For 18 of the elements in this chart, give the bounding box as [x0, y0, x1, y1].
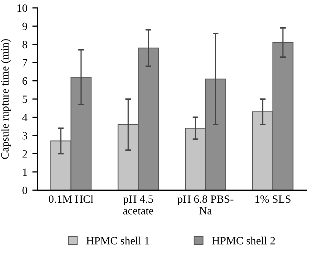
- y-tick-label: 7: [23, 59, 28, 67]
- y-tick-label: 5: [22, 96, 28, 104]
- legend-label: HPMC shell 1: [86, 236, 150, 245]
- y-tick-label: 3: [22, 132, 28, 140]
- y-tick-label: 1: [23, 168, 28, 176]
- y-tick-label: 8: [22, 41, 28, 49]
- x-tick-label: 0.1M HCl: [49, 195, 94, 204]
- y-tick-label: 2: [22, 150, 28, 158]
- y-tick-label: 0: [22, 186, 28, 194]
- y-tick-label: 10: [18, 4, 28, 12]
- x-tick-label: pH 4.5 acetate: [123, 196, 154, 215]
- y-axis-title: Capsule rupture time (min): [1, 39, 12, 160]
- y-tick-label: 6: [22, 78, 28, 86]
- x-tick-label: pH 6.8 PBS- Na: [178, 196, 234, 215]
- y-tick-label: 4: [22, 114, 28, 122]
- x-tick-label: 1% SLS: [256, 196, 291, 204]
- y-tick-label: 9: [22, 22, 28, 30]
- legend-label: HPMC shell 2: [212, 236, 276, 245]
